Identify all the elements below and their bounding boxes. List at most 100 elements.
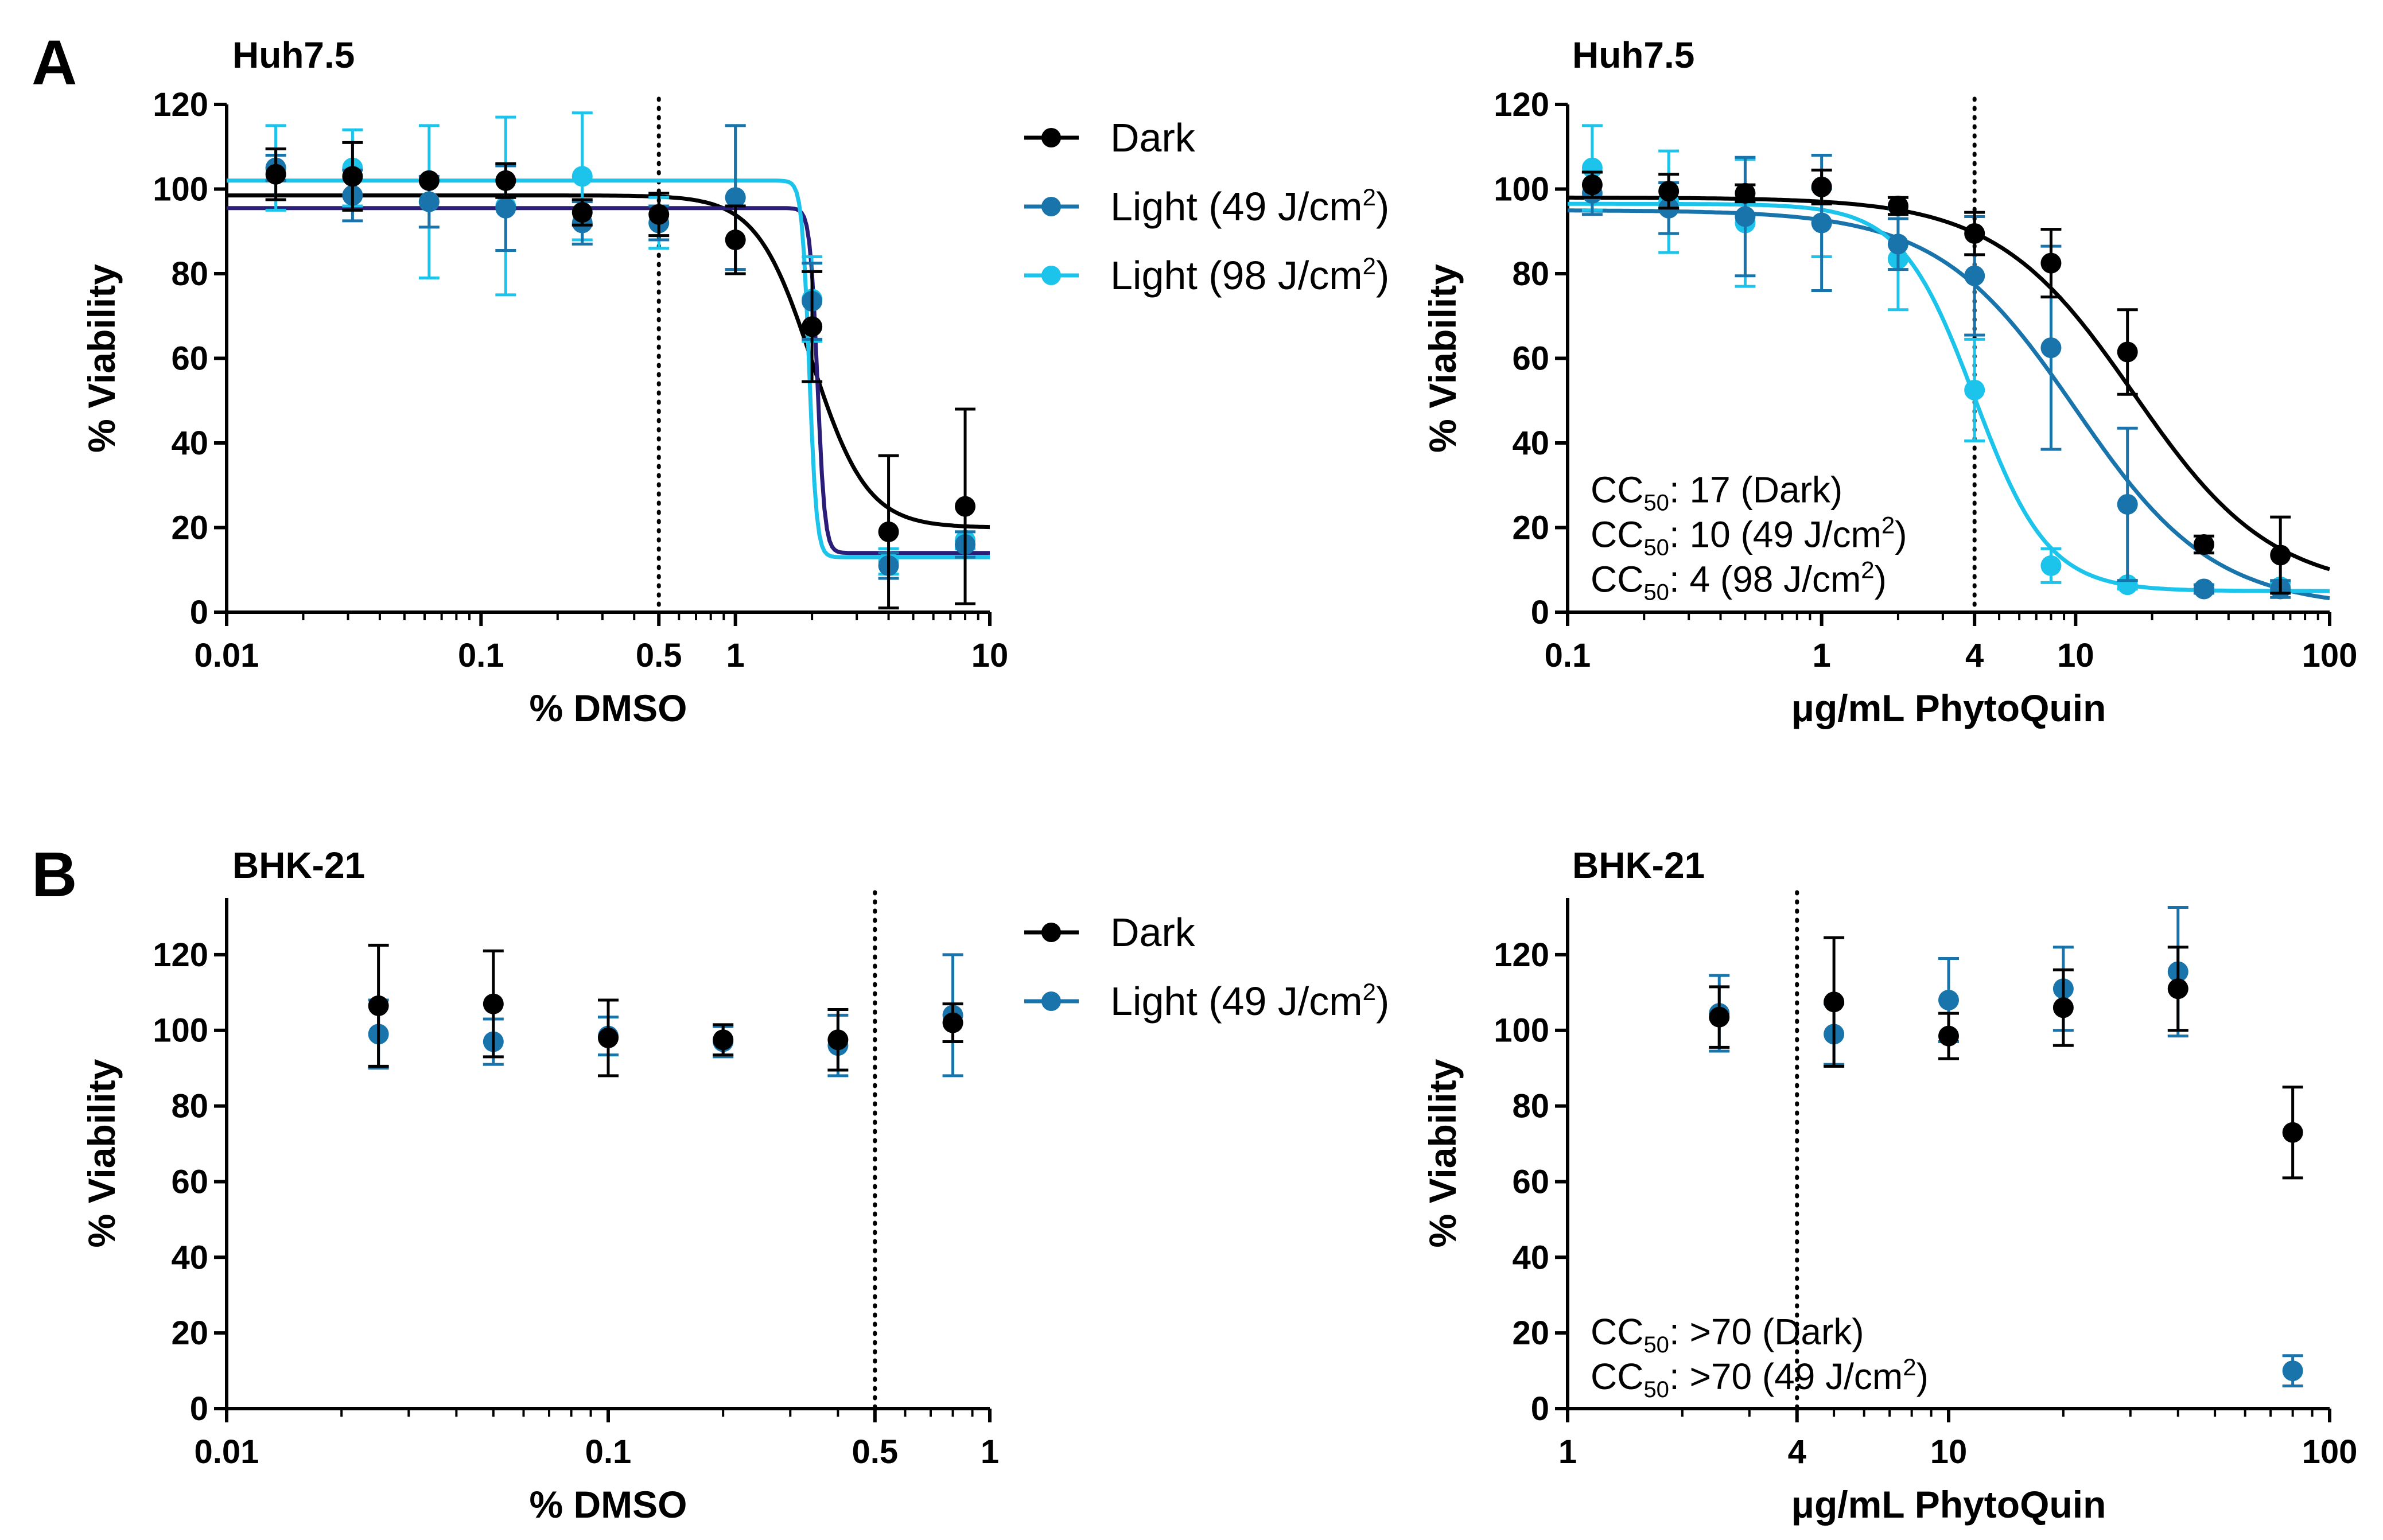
data-point: [2193, 578, 2214, 600]
cc-text: : >70 (Dark): [1669, 1311, 1864, 1352]
data-point: [1964, 265, 1985, 286]
y-tick-label: 100: [1494, 171, 1549, 208]
data-point: [648, 204, 670, 225]
y-tick-label: 100: [153, 1012, 208, 1049]
cc-prefix: CC: [1591, 514, 1643, 555]
y-tick-label: 0: [190, 594, 208, 631]
cc-prefix: CC: [1591, 1311, 1643, 1352]
y-tick-label: 60: [171, 1163, 208, 1200]
data-point: [368, 995, 389, 1016]
y-tick-label: 80: [1512, 255, 1549, 293]
y-tick-label: 20: [1512, 1315, 1549, 1352]
x-tick-label: 10: [971, 637, 1009, 674]
legend-label-main: Dark: [1110, 115, 1196, 160]
y-tick-label: 60: [171, 340, 208, 378]
x-tick-label: 100: [2302, 637, 2358, 674]
data-point: [1658, 181, 1680, 202]
x-axis-title: μg/mL PhytoQuin: [1791, 1483, 2106, 1526]
cc-subscript: 50: [1643, 1332, 1669, 1358]
cc-superscript: 2: [1861, 556, 1874, 583]
x-tick-label: 1: [1558, 1433, 1577, 1471]
data-point: [1887, 196, 1908, 216]
data-point: [1811, 212, 1832, 234]
fit-curve-dark: [227, 193, 990, 530]
x-tick-label: 10: [1930, 1433, 1968, 1471]
x-tick-label: 0.01: [195, 1433, 259, 1471]
fit-curve-dark: [1568, 195, 2331, 571]
y-tick-label: 20: [171, 510, 208, 547]
y-tick-label: 0: [190, 1390, 208, 1428]
data-point: [572, 202, 593, 223]
x-tick-label: 0.1: [458, 637, 504, 674]
cc50-annotation: CC50: 10 (49 J/cm2): [1591, 511, 1907, 560]
data-point: [495, 197, 516, 219]
cc-close: ): [1875, 558, 1887, 600]
data-point: [1735, 206, 1756, 227]
data-point: [1938, 990, 1959, 1010]
data-point: [1811, 176, 1832, 197]
legend-label-main: Light (49 J/cm: [1110, 184, 1363, 229]
cc-close: ): [1916, 1356, 1929, 1397]
data-point: [955, 496, 976, 517]
x-axis-title: % DMSO: [529, 687, 687, 729]
cc-prefix: CC: [1591, 558, 1643, 600]
cc50-annotation: CC50: 17 (Dark): [1591, 469, 1842, 515]
y-tick-label: 0: [1531, 594, 1549, 631]
cc-text: : 10 (49 J/cm: [1669, 514, 1881, 555]
data-point: [2040, 252, 2062, 274]
data-point: [878, 521, 899, 542]
data-point: [1709, 1006, 1730, 1028]
data-point: [2270, 545, 2291, 566]
legend-marker: [1041, 266, 1061, 285]
y-tick-label: 80: [171, 255, 208, 293]
cc50-annotation: CC50: >70 (Dark): [1591, 1311, 1864, 1358]
data-point: [265, 164, 286, 185]
y-tick-label: 100: [1494, 1012, 1549, 1049]
y-tick-label: 40: [171, 425, 208, 462]
y-tick-label: 20: [171, 1315, 208, 1352]
data-point: [2282, 1360, 2303, 1382]
data-point: [827, 1029, 849, 1051]
y-tick-label: 100: [153, 171, 208, 208]
chart-a2: Huh7.5 0 20 40 60 80 100 120 0.1 1 4 10 100 μg/mL Phy…: [1421, 34, 2357, 729]
legend-label: Dark: [1110, 910, 1196, 955]
data-point: [483, 993, 504, 1014]
legend-label-main: Light (98 J/cm: [1110, 253, 1363, 298]
y-tick-label: 20: [1512, 510, 1549, 547]
chart-title: Huh7.5: [232, 34, 355, 76]
x-tick-label: 0.1: [585, 1433, 632, 1471]
legend-label: Light (49 J/cm2): [1110, 184, 1389, 229]
cc50-annotation: CC50: 4 (98 J/cm2): [1591, 556, 1887, 605]
cc-subscript: 50: [1643, 1377, 1669, 1402]
y-axis-title: % Viability: [1421, 1059, 1464, 1247]
data-point: [418, 191, 440, 212]
x-tick-label: 0.5: [636, 637, 682, 674]
cc-superscript: 2: [1881, 511, 1895, 538]
data-point: [1824, 991, 1845, 1013]
cc-subscript: 50: [1643, 535, 1669, 560]
y-tick-label: 40: [171, 1239, 208, 1276]
cc-subscript: 50: [1643, 580, 1669, 605]
x-axis-title: % DMSO: [529, 1483, 687, 1526]
data-point: [713, 1029, 734, 1051]
data-point: [2117, 493, 2138, 515]
x-tick-label: 0.1: [1545, 637, 1591, 674]
y-tick-label: 40: [1512, 1239, 1549, 1276]
panel-letter-b: B: [32, 839, 77, 910]
y-tick-label: 60: [1512, 1163, 1549, 1200]
legend-label: Light (49 J/cm2): [1110, 978, 1389, 1024]
chart-title: Huh7.5: [1572, 34, 1694, 76]
x-tick-label: 4: [1788, 1433, 1806, 1471]
data-point: [942, 1012, 963, 1033]
chart-a1: Huh7.5 0 20 40 60 80 100 120 0.01 0.1 0.5 1 10 % DMSO…: [80, 34, 1008, 729]
legend-marker: [1041, 197, 1061, 216]
data-point: [725, 230, 746, 250]
legend-superscript: 2: [1363, 252, 1376, 279]
y-axis-title: % Viability: [1421, 264, 1464, 453]
data-point: [725, 187, 746, 208]
x-tick-label: 100: [2302, 1433, 2358, 1471]
data-point: [1964, 379, 1985, 400]
data-point: [2052, 997, 2074, 1018]
fit-curve-light: [227, 206, 990, 555]
